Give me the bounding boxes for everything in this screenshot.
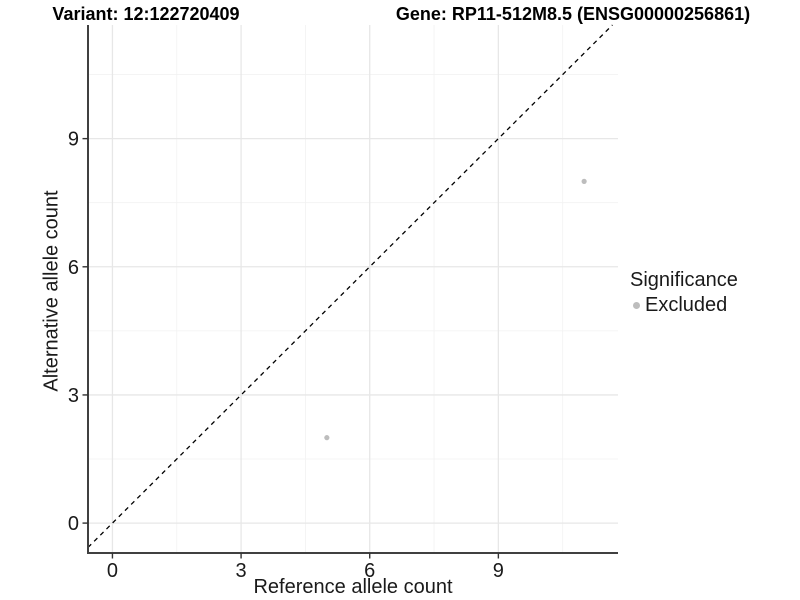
- variant-title: Variant: 12:122720409: [52, 4, 240, 24]
- gene-title: Gene: RP11-512M8.5 (ENSG00000256861): [395, 4, 751, 24]
- legend-item-label: Excluded: [645, 294, 728, 316]
- x-tick-label: 9: [493, 560, 504, 582]
- identity-line: [87, 24, 613, 548]
- y-tick-label: 3: [68, 385, 79, 407]
- y-tick-label: 6: [68, 257, 79, 279]
- x-tick-label: 6: [364, 560, 375, 582]
- data-point: [581, 178, 587, 184]
- y-tick-label: 0: [68, 513, 79, 535]
- x-tick-label: 3: [236, 560, 247, 582]
- legend-title: Significance: [630, 269, 738, 291]
- y-tick-label: 9: [68, 129, 79, 151]
- data-point: [324, 435, 330, 441]
- legend: Significance Excluded: [630, 269, 738, 317]
- legend-item-excluded: Excluded: [630, 294, 738, 317]
- x-axis-title: Reference allele count: [253, 576, 453, 598]
- legend-point-icon: [633, 302, 640, 309]
- x-tick-label: 0: [107, 560, 118, 582]
